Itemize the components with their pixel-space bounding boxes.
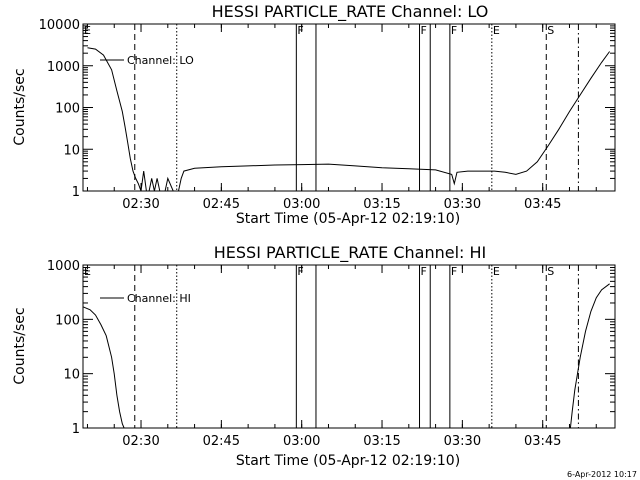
hi-y-tick-label-3: 1000 (47, 259, 80, 274)
lo-x-tick-label-1: 02:45 (203, 197, 240, 212)
lo-x-axis-label: Start Time (05-Apr-12 02:19:10) (236, 211, 460, 227)
lo-y-tick-label-4: 10000 (39, 18, 80, 33)
lo-legend: Channel: LO (100, 54, 194, 67)
lo-legend-label: Channel: LO (127, 54, 194, 67)
lo-x-tick-label-2: 03:00 (283, 197, 320, 212)
hi-x-axis-label: Start Time (05-Apr-12 02:19:10) (236, 453, 460, 469)
hi-x-tick-label-4: 03:30 (444, 434, 481, 449)
hi-legend: Channel: HI (100, 292, 191, 305)
lo-x-ticks: 02:30 02:45 03:00 03:15 03:30 03:45 (86, 24, 597, 212)
hi-marker-label-7: F (451, 265, 457, 278)
hi-y-tick-label-0: 1 (72, 422, 80, 437)
lo-y-tick-label-0: 1 (72, 185, 80, 200)
hi-x-tick-label-3: 03:15 (363, 434, 400, 449)
lo-x-tick-label-5: 03:45 (524, 197, 561, 212)
hi-legend-label: Channel: HI (127, 292, 191, 305)
lo-marker-label-0: E (84, 24, 91, 37)
hi-x-tick-label-0: 02:30 (122, 434, 159, 449)
hi-marker-label-3: F (297, 265, 303, 278)
hi-marker-label-5: F (421, 265, 427, 278)
hi-x-tick-label-1: 02:45 (203, 434, 240, 449)
hi-marker-label-0: E (84, 265, 91, 278)
hi-series-line-0 (82, 283, 610, 429)
lo-y-axis-label: Counts/sec (12, 68, 28, 145)
lo-marker-label-9: S (547, 24, 554, 37)
lo-x-tick-label-0: 02:30 (122, 197, 159, 212)
lo-x-tick-label-3: 03:15 (363, 197, 400, 212)
lo-panel-title: HESSI PARTICLE_RATE Channel: LO (212, 2, 489, 22)
hi-plot-frame (82, 264, 616, 429)
lo-marker-label-7: F (451, 24, 457, 37)
hi-x-tick-label-2: 03:00 (283, 434, 320, 449)
lo-y-tick-label-1: 10 (63, 143, 80, 158)
lo-y-tick-label-3: 1000 (47, 60, 80, 75)
hi-marker-label-9: S (547, 265, 554, 278)
hi-x-ticks: 02:30 02:45 03:00 03:15 03:30 03:45 (86, 265, 597, 449)
hi-marker-label-8: E (493, 265, 500, 278)
lo-x-tick-label-4: 03:30 (444, 197, 481, 212)
lo-marker-label-5: F (421, 24, 427, 37)
lo-channel-panel: HESSI PARTICLE_RATE Channel: LO Start Ti… (12, 2, 616, 227)
hi-x-tick-label-5: 03:45 (524, 434, 561, 449)
timestamp-label: 6-Apr-2012 10:17 (567, 470, 637, 479)
hi-channel-panel: HESSI PARTICLE_RATE Channel: HI Start Ti… (12, 243, 616, 469)
lo-marker-label-3: F (297, 24, 303, 37)
hi-y-axis-label: Counts/sec (12, 307, 28, 384)
hi-y-ticks: 1 10 100 1000 (47, 259, 615, 437)
lo-y-tick-label-2: 100 (55, 102, 80, 117)
hi-y-tick-label-1: 10 (63, 368, 80, 383)
hi-y-tick-label-2: 100 (55, 313, 80, 328)
lo-series-line-0 (87, 47, 611, 192)
hi-panel-title: HESSI PARTICLE_RATE Channel: HI (214, 243, 487, 263)
lo-y-ticks: 1 10 100 1000 10000 (39, 18, 615, 200)
lo-marker-label-8: E (493, 24, 500, 37)
